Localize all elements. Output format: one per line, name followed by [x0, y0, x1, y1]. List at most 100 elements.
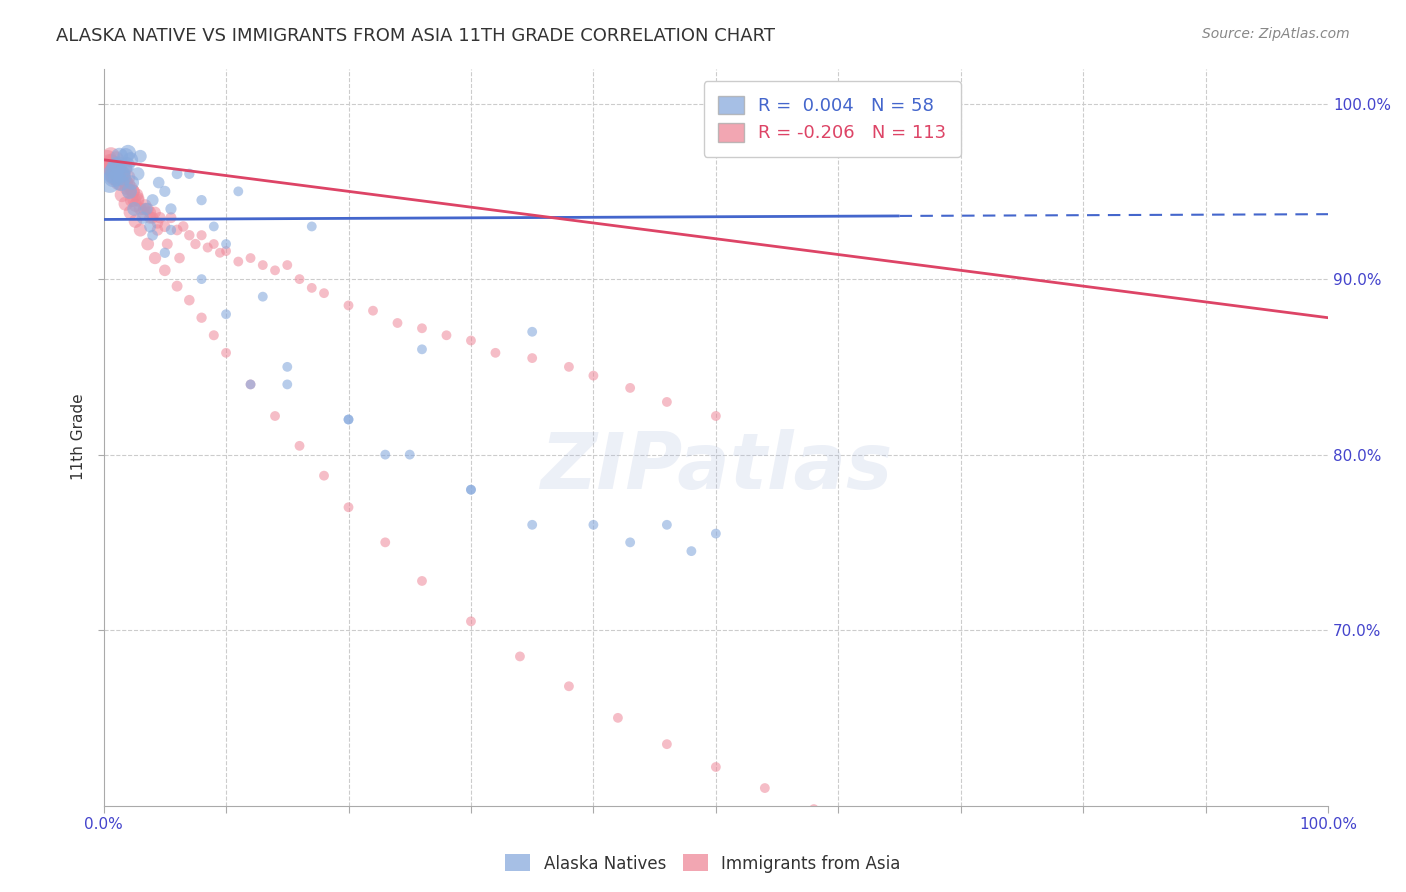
- Point: [190, 228, 212, 243]
- Point: [288, 439, 311, 453]
- Point: [337, 412, 360, 426]
- Point: [436, 328, 458, 343]
- Point: [239, 377, 262, 392]
- Point: [411, 343, 433, 357]
- Point: [129, 202, 152, 216]
- Point: [149, 211, 172, 225]
- Point: [252, 258, 274, 272]
- Point: [107, 158, 129, 172]
- Point: [127, 191, 149, 205]
- Point: [114, 149, 136, 163]
- Point: [619, 535, 641, 549]
- Point: [153, 219, 176, 234]
- Point: [132, 202, 155, 216]
- Point: [112, 161, 135, 176]
- Point: [202, 237, 225, 252]
- Point: [111, 167, 134, 181]
- Point: [226, 254, 249, 268]
- Point: [337, 298, 360, 312]
- Point: [108, 149, 131, 163]
- Point: [101, 167, 124, 181]
- Point: [112, 170, 135, 185]
- Point: [103, 170, 125, 185]
- Point: [121, 176, 143, 190]
- Point: [312, 468, 335, 483]
- Point: [239, 377, 262, 392]
- Legend: Alaska Natives, Immigrants from Asia: Alaska Natives, Immigrants from Asia: [499, 847, 907, 880]
- Point: [105, 170, 128, 185]
- Point: [160, 223, 183, 237]
- Point: [136, 237, 159, 252]
- Point: [208, 245, 231, 260]
- Point: [301, 219, 323, 234]
- Point: [803, 802, 825, 816]
- Point: [166, 223, 188, 237]
- Point: [142, 211, 165, 225]
- Point: [949, 869, 972, 883]
- Point: [215, 307, 238, 321]
- Point: [127, 167, 149, 181]
- Point: [190, 272, 212, 286]
- Point: [122, 193, 145, 207]
- Point: [276, 258, 298, 272]
- Point: [179, 228, 201, 243]
- Point: [197, 240, 219, 254]
- Point: [139, 205, 162, 219]
- Point: [96, 153, 118, 167]
- Point: [215, 237, 238, 252]
- Point: [115, 158, 138, 172]
- Point: [655, 395, 678, 409]
- Point: [103, 170, 125, 185]
- Point: [704, 409, 727, 423]
- Point: [411, 321, 433, 335]
- Point: [135, 202, 157, 216]
- Point: [264, 263, 287, 277]
- Point: [103, 167, 125, 181]
- Point: [190, 193, 212, 207]
- Point: [226, 185, 249, 199]
- Point: [98, 156, 121, 170]
- Point: [337, 500, 360, 515]
- Point: [160, 202, 183, 216]
- Point: [104, 153, 127, 167]
- Point: [153, 263, 176, 277]
- Point: [125, 187, 148, 202]
- Point: [160, 211, 183, 225]
- Point: [558, 679, 581, 693]
- Point: [114, 176, 136, 190]
- Point: [139, 211, 162, 225]
- Point: [276, 359, 298, 374]
- Point: [148, 176, 170, 190]
- Point: [117, 145, 139, 160]
- Point: [522, 351, 544, 365]
- Point: [387, 316, 409, 330]
- Point: [411, 574, 433, 588]
- Point: [104, 160, 127, 174]
- Point: [117, 178, 139, 192]
- Point: [509, 649, 531, 664]
- Point: [146, 223, 169, 237]
- Point: [172, 219, 194, 234]
- Point: [146, 216, 169, 230]
- Point: [129, 149, 152, 163]
- Point: [127, 193, 149, 207]
- Point: [132, 211, 155, 225]
- Point: [252, 290, 274, 304]
- Point: [105, 163, 128, 178]
- Point: [190, 310, 212, 325]
- Point: [852, 830, 875, 845]
- Point: [460, 483, 482, 497]
- Point: [558, 359, 581, 374]
- Point: [582, 517, 605, 532]
- Point: [704, 526, 727, 541]
- Point: [619, 381, 641, 395]
- Point: [169, 251, 191, 265]
- Point: [122, 185, 145, 199]
- Point: [120, 181, 142, 195]
- Point: [215, 244, 238, 258]
- Point: [460, 334, 482, 348]
- Point: [143, 251, 166, 265]
- Point: [142, 228, 165, 243]
- Point: [120, 153, 142, 167]
- Point: [111, 167, 134, 181]
